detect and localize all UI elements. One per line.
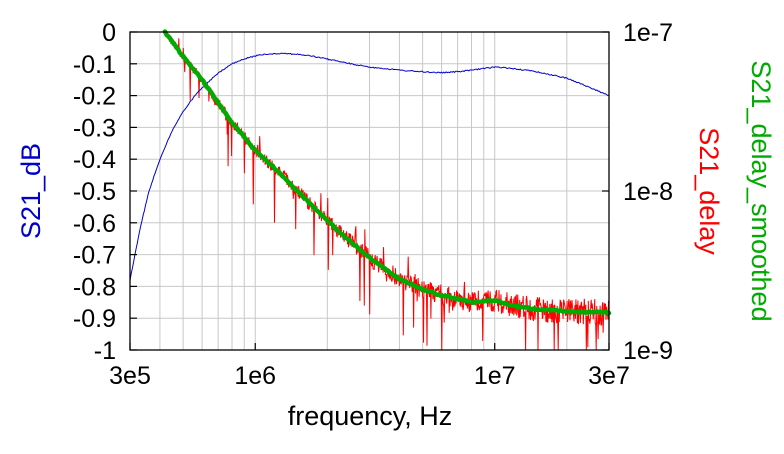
x-tick-label: 3e7 <box>588 362 630 390</box>
x-tick-label: 3e5 <box>109 362 151 390</box>
y-right-axis-title-smoothed: S21_delay_smoothed <box>746 60 776 321</box>
series-line-s21-delay-smoothed <box>162 29 612 316</box>
y-left-tick-label: -0.9 <box>73 305 116 333</box>
x-tick-label: 1e7 <box>474 362 516 390</box>
curves <box>129 29 612 351</box>
tick-marks <box>129 31 610 351</box>
tick-labels: 3e5 1e6 1e7 3e7 0 -0.1 -0.2 -0.3 -0.4 -0.5 -0.6 -0.… <box>73 19 673 390</box>
y-left-tick-label: -0.6 <box>73 210 116 238</box>
y-left-tick-label: -0.1 <box>73 51 116 79</box>
y-left-tick-label: -0.3 <box>73 114 116 142</box>
x-tick-label: 1e6 <box>234 362 276 390</box>
y-right-tick-label: 1e-8 <box>623 178 673 206</box>
series-line-s21-db <box>129 52 610 281</box>
y-right-tick-label: 1e-9 <box>623 337 673 365</box>
y-left-tick-label: -0.8 <box>73 273 116 301</box>
y-left-tick-label: -0.7 <box>73 242 116 270</box>
y-left-tick-label: 0 <box>102 19 116 47</box>
x-axis-title: frequency, Hz <box>288 401 453 431</box>
y-left-tick-label: -0.4 <box>73 146 116 174</box>
y-right-tick-label: 1e-7 <box>623 19 673 47</box>
y-left-tick-label: -1 <box>94 337 116 365</box>
y-right-axis-title-delay: S21_delay <box>694 127 724 255</box>
y-left-tick-label: -0.5 <box>73 178 116 206</box>
y-left-axis-title: S21_dB <box>16 143 46 239</box>
y-left-tick-label: -0.2 <box>73 83 116 111</box>
